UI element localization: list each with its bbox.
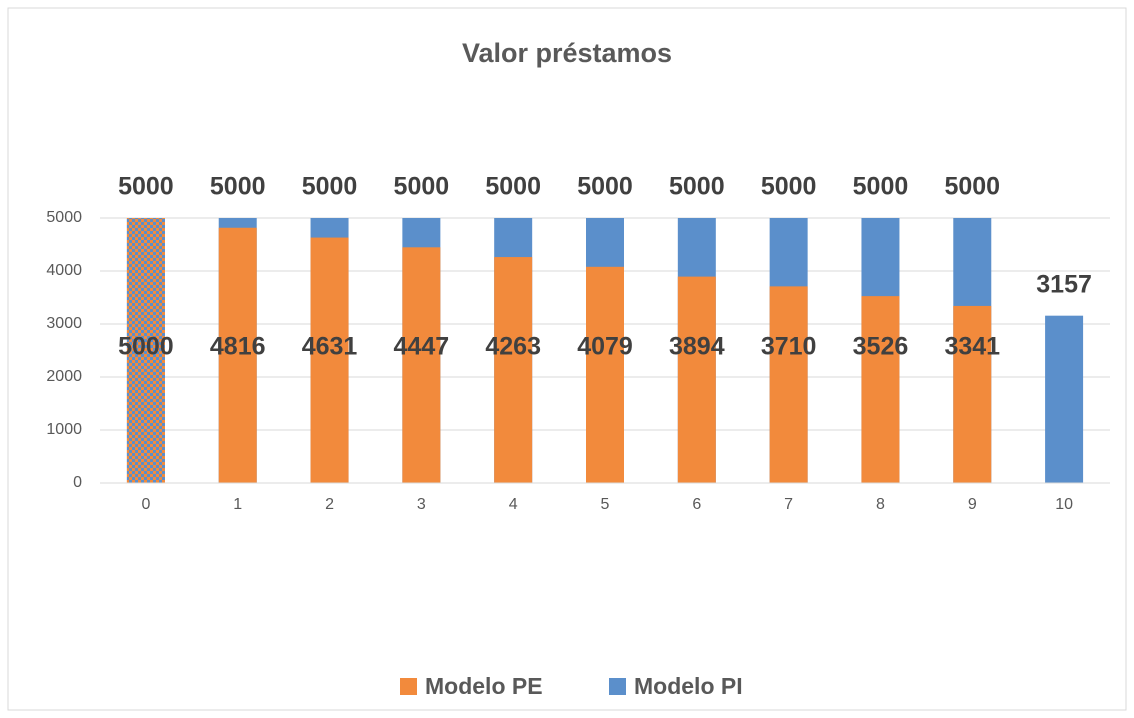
x-tick-label: 2 bbox=[325, 496, 334, 513]
x-tick-label: 8 bbox=[876, 496, 885, 513]
data-label: 5000 bbox=[210, 173, 266, 201]
y-tick-label: 3000 bbox=[46, 315, 82, 332]
data-label: 5000 bbox=[761, 173, 817, 201]
legend-swatch bbox=[609, 678, 626, 695]
chart-border bbox=[7, 7, 1127, 711]
data-label: 3710 bbox=[761, 333, 817, 361]
data-label: 5000 bbox=[118, 333, 174, 361]
data-label: 3341 bbox=[944, 333, 1000, 361]
y-tick-label: 5000 bbox=[46, 209, 82, 226]
x-tick-label: 10 bbox=[1055, 496, 1073, 513]
bar bbox=[953, 305, 992, 483]
legend-label: Modelo PI bbox=[634, 673, 743, 699]
data-label: 3157 bbox=[1036, 270, 1092, 298]
bar bbox=[586, 266, 624, 483]
data-label: 5000 bbox=[669, 173, 725, 201]
data-label: 5000 bbox=[577, 173, 633, 201]
bar bbox=[218, 227, 257, 483]
data-label: 4631 bbox=[302, 333, 358, 361]
bar bbox=[769, 286, 808, 483]
x-tick-label: 1 bbox=[233, 496, 242, 513]
y-tick-label: 4000 bbox=[46, 262, 82, 279]
y-tick-label: 0 bbox=[73, 474, 82, 491]
data-label: 5000 bbox=[853, 173, 909, 201]
data-label: 3894 bbox=[669, 333, 725, 361]
x-tick-label: 0 bbox=[141, 496, 150, 513]
bar bbox=[1045, 315, 1084, 483]
data-label: 4263 bbox=[485, 333, 541, 361]
data-label: 3526 bbox=[853, 333, 909, 361]
legend-label: Modelo PE bbox=[425, 673, 543, 699]
bar bbox=[126, 218, 165, 483]
data-label: 4447 bbox=[394, 333, 450, 361]
data-label: 5000 bbox=[485, 173, 541, 201]
bar bbox=[310, 237, 349, 483]
legend-swatch bbox=[400, 678, 417, 695]
data-label: 5000 bbox=[302, 173, 358, 201]
bar bbox=[402, 247, 441, 483]
x-tick-label: 7 bbox=[784, 496, 793, 513]
data-label: 5000 bbox=[944, 173, 1000, 201]
bar bbox=[677, 276, 716, 483]
bar bbox=[861, 296, 900, 483]
x-tick-label: 5 bbox=[601, 496, 610, 513]
data-label: 4816 bbox=[210, 333, 266, 361]
chart-title: Valor préstamos bbox=[462, 38, 672, 68]
y-tick-label: 2000 bbox=[46, 368, 82, 385]
data-label: 5000 bbox=[118, 173, 174, 201]
x-tick-label: 3 bbox=[417, 496, 426, 513]
y-tick-label: 1000 bbox=[46, 421, 82, 438]
x-tick-label: 9 bbox=[968, 496, 977, 513]
data-label: 4079 bbox=[577, 333, 633, 361]
x-tick-label: 6 bbox=[692, 496, 701, 513]
bar bbox=[494, 257, 533, 483]
x-tick-label: 4 bbox=[509, 496, 518, 513]
data-label: 5000 bbox=[394, 173, 450, 201]
